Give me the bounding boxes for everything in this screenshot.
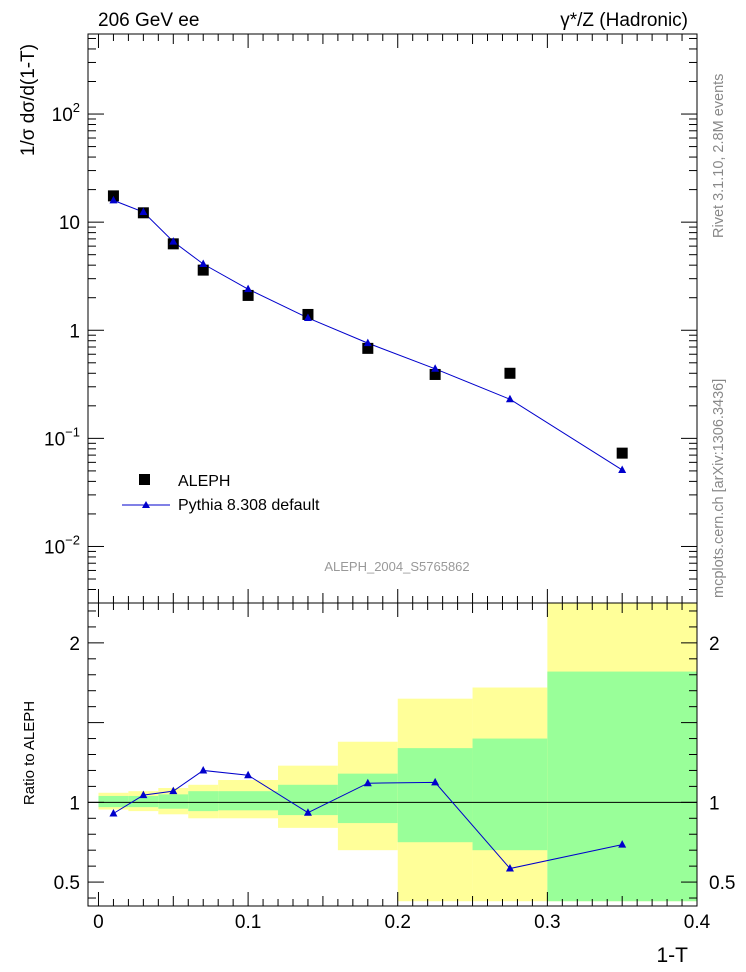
ratio-y-tick-label: 2: [69, 634, 80, 655]
ratio-y-tick-label-right: 0.5: [709, 873, 735, 894]
ratio-y-tick-label: 0.5: [54, 873, 80, 894]
ratio-y-tick-label-right: 1: [709, 793, 720, 814]
ratio-y-tick-label: 1: [69, 793, 80, 814]
main-marks: [107, 190, 628, 473]
header-left: 206 GeV ee: [98, 10, 199, 31]
legend: ALEPH Pythia 8.308 default: [122, 473, 320, 514]
mc-point: [303, 313, 312, 321]
ratio-inner-band: [158, 794, 189, 809]
mc-point: [618, 465, 627, 473]
mc-point: [363, 338, 372, 347]
ratio-point: [109, 809, 118, 817]
x-tick-label: 0.3: [534, 912, 560, 933]
mc-point: [109, 195, 118, 204]
x-tick-label: 0: [93, 912, 104, 933]
ratio-inner-band: [128, 795, 159, 808]
mc-series-line: [113, 199, 623, 471]
data-point: [362, 342, 374, 354]
data-point: [107, 190, 119, 202]
ratio-axes: 0.5 0.5 1 1 2 2 0 0.1 0.2 0.3 0.4: [54, 602, 735, 933]
main-panel: 10−2 10−1 1 10 102 1/σ dσ/d(1-T) ALEPH_2004_…: [18, 33, 698, 604]
x-tick-label: 0.4: [684, 912, 711, 933]
ratio-inner-band: [188, 791, 219, 812]
legend-mc-label: Pythia 8.308 default: [178, 497, 320, 514]
rivet-version-text: Rivet 3.1.10, 2.8M events: [711, 74, 727, 238]
ratio-y-tick-label-right: 2: [709, 634, 720, 655]
mc-point: [244, 284, 253, 293]
ratio-point: [169, 786, 178, 795]
main-y-tick-label: 102: [52, 100, 80, 126]
ratio-point: [505, 864, 514, 872]
mc-point: [139, 207, 148, 216]
ratio-inner-band: [98, 795, 129, 808]
ratio-point: [139, 790, 148, 799]
data-point: [197, 264, 209, 276]
data-point: [242, 289, 254, 301]
mc-point: [431, 364, 440, 372]
mc-point: [505, 394, 514, 403]
x-tick-label: 0.1: [235, 912, 261, 933]
main-y-axis-label: 1/σ dσ/d(1-T): [18, 44, 39, 156]
x-axis-label: 1-T: [657, 944, 689, 967]
main-y-tick-label: 1: [69, 321, 80, 342]
data-point: [429, 368, 441, 380]
ratio-point: [244, 770, 253, 779]
main-y-tick-label: 10: [59, 213, 80, 234]
ratio-point: [431, 777, 440, 786]
main-frame: [87, 33, 698, 604]
ratio-point: [618, 840, 627, 848]
ratio-point: [199, 765, 208, 774]
ratio-inner-band: [218, 791, 279, 811]
mc-point: [199, 259, 208, 268]
ratio-marks: [88, 603, 697, 902]
mc-point: [169, 237, 178, 245]
ratio-point: [363, 778, 372, 787]
ratio-y-axis-label: Ratio to ALEPH: [21, 701, 38, 805]
ratio-point: [303, 808, 312, 816]
ratio-inner-band: [397, 748, 473, 843]
ratio-panel: 0.5 0.5 1 1 2 2 0 0.1 0.2 0.3 0.4 Ratio to ALEPH 1…: [21, 602, 735, 967]
mcplots-text: mcplots.cern.ch [arXiv:1306.3436]: [711, 379, 727, 598]
legend-mc-marker: [142, 501, 150, 508]
ratio-series-line: [113, 769, 623, 870]
ratio-inner-band: [547, 671, 697, 902]
data-point: [504, 367, 516, 379]
legend-data-label: ALEPH: [178, 473, 230, 490]
main-axes: 10−2 10−1 1 10 102: [44, 33, 698, 604]
header-right: γ*/Z (Hadronic): [560, 10, 688, 31]
x-tick-label: 0.2: [385, 912, 411, 933]
legend-data-marker: [139, 474, 150, 485]
analysis-tag: ALEPH_2004_S5765862: [324, 559, 469, 574]
main-y-tick-label: 10−2: [44, 532, 80, 558]
ratio-inner-band: [472, 738, 548, 851]
data-point: [616, 447, 628, 459]
main-y-tick-label: 10−1: [44, 424, 80, 450]
